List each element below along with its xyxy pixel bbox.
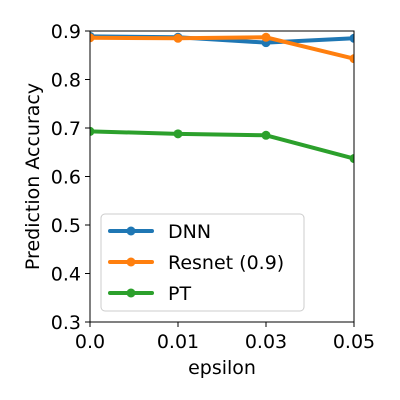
legend-label-1: Resnet (0.9) bbox=[168, 252, 284, 274]
legend-marker bbox=[126, 226, 136, 236]
legend-box bbox=[100, 213, 305, 312]
data-point bbox=[173, 33, 183, 43]
x-axis: 0.0 0.01 0.03 0.05 bbox=[75, 322, 375, 353]
y-axis-label: Prediction Accuracy bbox=[22, 83, 44, 270]
legend-label-2: PT bbox=[168, 283, 191, 305]
x-tick-label: 0.05 bbox=[333, 331, 375, 353]
data-point bbox=[349, 154, 354, 164]
series-line-1 bbox=[90, 35, 354, 61]
y-tick-label: 0.8 bbox=[51, 70, 81, 92]
plot-area bbox=[90, 31, 354, 164]
y-axis: 0.3 0.4 0.5 0.6 0.7 0.8 0.9 bbox=[51, 21, 90, 334]
y-tick-label: 0.5 bbox=[51, 215, 81, 237]
data-point bbox=[349, 33, 354, 43]
y-tick-label: 0.9 bbox=[51, 21, 81, 43]
x-axis-label: epsilon bbox=[188, 357, 256, 379]
series-line-2 bbox=[90, 129, 354, 161]
data-point bbox=[173, 129, 183, 139]
legend-label-0: DNN bbox=[168, 221, 211, 243]
data-point bbox=[261, 130, 271, 140]
data-point bbox=[90, 33, 95, 43]
data-point bbox=[261, 32, 271, 42]
y-tick-label: 0.3 bbox=[51, 312, 81, 334]
x-tick-label: 0.03 bbox=[245, 331, 287, 353]
y-tick-label: 0.4 bbox=[51, 264, 81, 286]
data-point bbox=[349, 54, 354, 64]
legend-marker bbox=[126, 257, 136, 267]
y-tick-label: 0.7 bbox=[51, 118, 81, 140]
x-tick-label: 0.01 bbox=[157, 331, 199, 353]
legend: DNN Resnet (0.9) PT bbox=[100, 213, 305, 312]
x-tick-label: 0.0 bbox=[75, 331, 105, 353]
data-point bbox=[90, 126, 95, 136]
y-tick-label: 0.6 bbox=[51, 167, 81, 189]
legend-marker bbox=[126, 288, 136, 298]
